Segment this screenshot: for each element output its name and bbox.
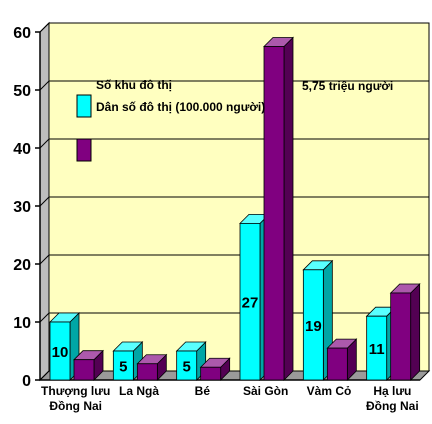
bar-series2-2 (200, 366, 222, 381)
bar-series1-3 (239, 222, 261, 381)
bar-series2-5 (390, 292, 412, 381)
bar-series2-4 (326, 347, 348, 381)
bar-series2-0 (73, 359, 95, 381)
data-label: 5 (119, 359, 127, 376)
gridline-depth (39, 80, 50, 91)
gridline-depth (39, 196, 50, 207)
y-tick-label: 10 (13, 315, 31, 332)
category-label: Đồng Nai (49, 399, 102, 413)
gridline-depth (39, 254, 50, 265)
y-tick-label: 40 (13, 141, 31, 158)
category-label: Sài Gòn (243, 384, 288, 398)
legend-swatch-2 (76, 138, 92, 162)
gridline-depth (39, 370, 50, 381)
legend-swatch-1 (76, 94, 92, 118)
y-tick-label: 0 (22, 373, 31, 390)
bar-series1-2 (176, 350, 198, 381)
bar-series1-1 (112, 350, 134, 381)
category-label: La Ngà (119, 384, 159, 398)
bar-series2-3-side (283, 36, 294, 381)
data-label: 11 (369, 341, 385, 358)
category-label: Thượng lưu (41, 384, 110, 398)
bar-series2-1 (136, 363, 158, 381)
data-label: 27 (242, 295, 259, 312)
bar-series1-5 (366, 315, 388, 381)
y-tick-label: 30 (13, 199, 31, 216)
y-tick-label: 50 (13, 83, 31, 100)
category-label: Đồng Nai (366, 399, 419, 413)
legend-label-1: Số khu đô thị (96, 78, 172, 92)
category-label: Hạ lưu (373, 384, 411, 398)
annotation-label: 5,75 triệu người (302, 79, 393, 93)
bar-series2-3 (263, 46, 285, 381)
data-label: 19 (305, 318, 322, 335)
category-label: Vàm Cỏ (307, 384, 352, 398)
category-label: Bé (195, 384, 211, 398)
bar-series1-4 (302, 269, 324, 381)
gridline-depth (39, 138, 50, 149)
y-tick-label: 20 (13, 257, 31, 274)
bar-series2-5-side (410, 283, 421, 381)
bar-series1-0 (49, 321, 71, 381)
legend-label-2: Dân số đô thị (100.000 người) (96, 100, 265, 114)
y-tick-label: 60 (13, 25, 31, 42)
data-label: 10 (52, 344, 69, 361)
gridline-depth (39, 312, 50, 323)
gridline-depth (39, 22, 50, 33)
data-label: 5 (182, 359, 190, 376)
